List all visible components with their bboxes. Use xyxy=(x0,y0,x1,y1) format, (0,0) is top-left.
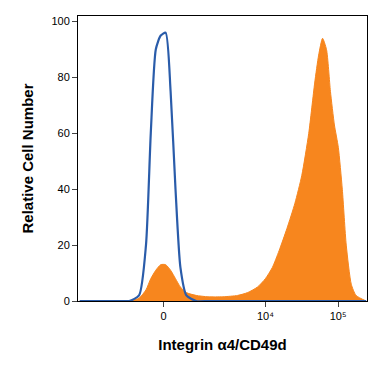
svg-text:0: 0 xyxy=(64,295,70,307)
svg-text:20: 20 xyxy=(58,239,70,251)
svg-text:Relative Cell Number: Relative Cell Number xyxy=(19,83,36,233)
svg-text:80: 80 xyxy=(58,71,70,83)
svg-text:0: 0 xyxy=(161,310,167,322)
svg-text:100: 100 xyxy=(51,15,69,27)
svg-text:40: 40 xyxy=(58,183,70,195)
svg-text:10⁴: 10⁴ xyxy=(257,310,274,322)
svg-text:10⁵: 10⁵ xyxy=(330,310,347,322)
svg-text:Integrin α4/CD49d: Integrin α4/CD49d xyxy=(158,336,286,353)
svg-text:60: 60 xyxy=(58,127,70,139)
